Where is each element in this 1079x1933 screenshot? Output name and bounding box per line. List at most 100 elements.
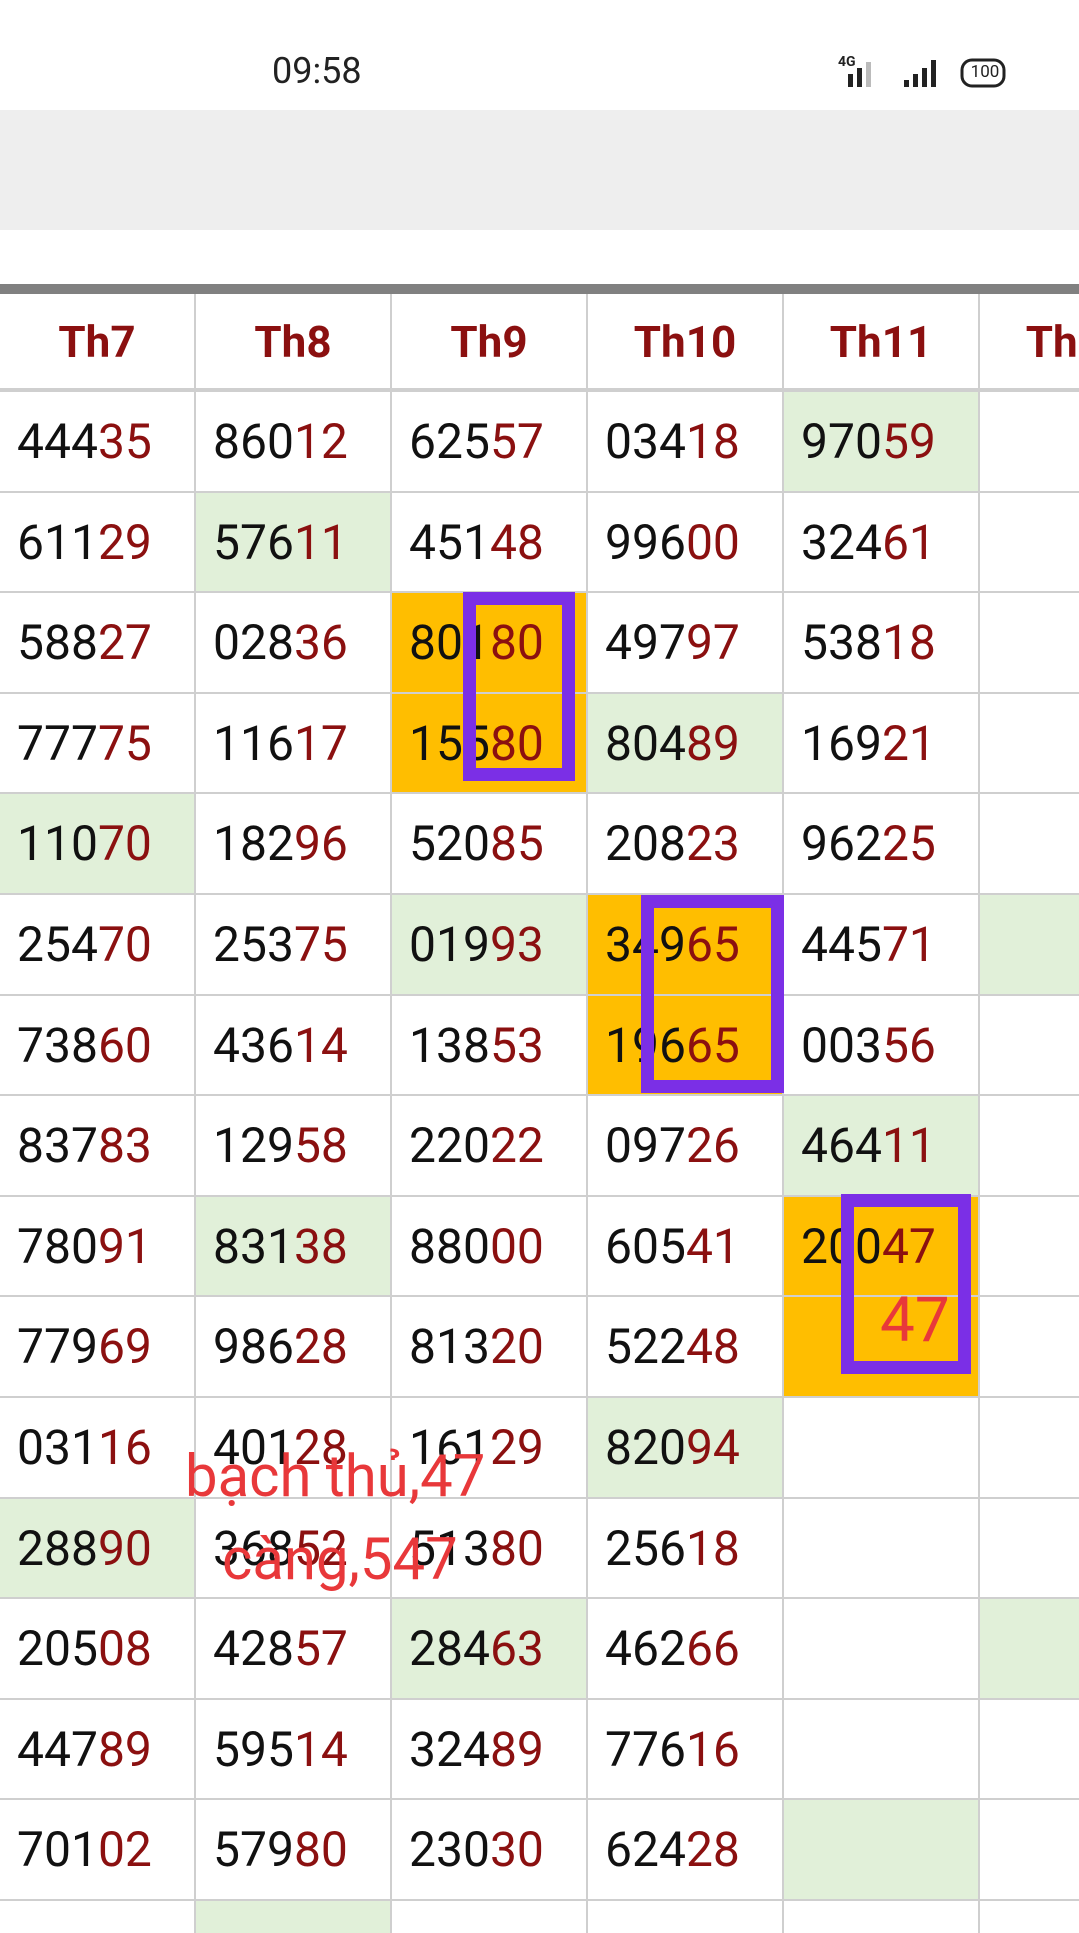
empty-cell xyxy=(980,794,1079,895)
number-cell: 82094 xyxy=(588,1398,784,1499)
column-header: Th8 xyxy=(196,294,392,392)
number-cell: 83138 xyxy=(196,1196,392,1298)
number-cell: 52085 xyxy=(392,794,588,895)
column-header: Th11 xyxy=(784,294,980,392)
number-cell: 51380 xyxy=(392,1498,588,1600)
empty-cell xyxy=(392,1901,588,1933)
number-cell: 03116 xyxy=(0,1398,196,1499)
number-cell: 78091 xyxy=(0,1196,196,1298)
number-cell: 40128 xyxy=(196,1398,392,1499)
number-cell: 73860 xyxy=(0,995,196,1097)
number-cell: 44571 xyxy=(784,895,980,996)
number-cell: 25618 xyxy=(588,1498,784,1600)
number-cell: 88000 xyxy=(392,1196,588,1298)
column-header: Th7 xyxy=(0,294,196,392)
number-cell: 15580 xyxy=(392,693,588,795)
number-cell: 22022 xyxy=(392,1096,588,1197)
number-cell: 46411 xyxy=(784,1096,980,1197)
number-cell: 03418 xyxy=(588,392,784,493)
number-cell: 77616 xyxy=(588,1699,784,1801)
empty-cell xyxy=(980,492,1079,594)
number-cell: 49797 xyxy=(588,593,784,694)
number-cell: 45148 xyxy=(392,492,588,594)
number-cell: 28890 xyxy=(0,1498,196,1600)
number-cell: 59514 xyxy=(196,1699,392,1801)
empty-cell xyxy=(980,1398,1079,1499)
number-cell: 36852 xyxy=(196,1498,392,1600)
network-type: 4G xyxy=(838,54,856,70)
number-cell: 11070 xyxy=(0,794,196,895)
empty-cell xyxy=(980,1096,1079,1197)
number-cell: 57980 xyxy=(196,1800,392,1901)
empty-cell xyxy=(784,1599,980,1700)
empty-cell xyxy=(980,1498,1079,1600)
number-cell: 00356 xyxy=(784,995,980,1097)
number-cell: 02836 xyxy=(196,593,392,694)
number-cell: 80489 xyxy=(588,693,784,795)
number-cell: 44789 xyxy=(0,1699,196,1801)
number-cell: 43614 xyxy=(196,995,392,1097)
number-cell: 97059 xyxy=(784,392,980,493)
column-header: Th9 xyxy=(392,294,588,392)
number-cell: 09726 xyxy=(588,1096,784,1197)
number-cell: 11617 xyxy=(196,693,392,795)
number-cell: 77969 xyxy=(0,1297,196,1398)
number-cell: 20508 xyxy=(0,1599,196,1700)
clock: 09:58 xyxy=(272,50,362,92)
annotation: càng,547 xyxy=(222,1526,458,1594)
empty-cell xyxy=(784,1800,980,1901)
empty-cell xyxy=(784,1498,980,1600)
empty-cell xyxy=(784,1699,980,1801)
empty-cell xyxy=(196,1901,392,1933)
number-cell: 77775 xyxy=(0,693,196,795)
empty-cell xyxy=(784,1398,980,1499)
highlight-box xyxy=(641,895,784,1093)
number-cell: 20823 xyxy=(588,794,784,895)
number-cell: 53818 xyxy=(784,593,980,694)
annotation: 47 xyxy=(880,1284,950,1357)
number-cell: 99600 xyxy=(588,492,784,594)
number-cell: 32489 xyxy=(392,1699,588,1801)
highlight-box xyxy=(463,592,575,781)
number-cell: 52248 xyxy=(588,1297,784,1398)
status-bar: 09:58 4G 100 xyxy=(0,0,1079,110)
number-cell: 80180 xyxy=(392,593,588,694)
number-cell: 81320 xyxy=(392,1297,588,1398)
number-cell: 28463 xyxy=(392,1599,588,1700)
number-cell: 25375 xyxy=(196,895,392,996)
number-cell: 19665 xyxy=(588,995,784,1097)
empty-cell xyxy=(980,895,1079,996)
number-cell: 61129 xyxy=(0,492,196,594)
annotation: bạch thủ,47 xyxy=(185,1443,486,1511)
number-cell: 13853 xyxy=(392,995,588,1097)
empty-cell xyxy=(980,392,1079,493)
column-header: Th10 xyxy=(588,294,784,392)
number-cell: 12958 xyxy=(196,1096,392,1197)
empty-cell xyxy=(980,1901,1079,1933)
number-cell: 32461 xyxy=(784,492,980,594)
number-cell: 25470 xyxy=(0,895,196,996)
status-icons xyxy=(848,58,1006,88)
number-cell: 16129 xyxy=(392,1398,588,1499)
number-cell: 57611 xyxy=(196,492,392,594)
number-cell: 01993 xyxy=(392,895,588,996)
number-cell: 70102 xyxy=(0,1800,196,1901)
number-cell: 86012 xyxy=(196,392,392,493)
number-cell: 23030 xyxy=(392,1800,588,1901)
empty-cell xyxy=(980,1196,1079,1298)
number-cell: 98628 xyxy=(196,1297,392,1398)
results-table: Th7Th8Th9Th10Th11Th12 4443586012625570341… xyxy=(0,294,1079,1933)
number-cell: 44435 xyxy=(0,392,196,493)
number-cell: 18296 xyxy=(196,794,392,895)
number-cell: 46266 xyxy=(588,1599,784,1700)
number-cell: 62428 xyxy=(588,1800,784,1901)
number-cell: 42857 xyxy=(196,1599,392,1700)
number-cell: 62557 xyxy=(392,392,588,493)
number-cell: 16921 xyxy=(784,693,980,795)
highlight-box xyxy=(841,1194,971,1374)
number-cell: 60541 xyxy=(588,1196,784,1298)
column-header: Th12 xyxy=(980,294,1079,392)
empty-cell xyxy=(980,1800,1079,1901)
empty-cell xyxy=(980,1699,1079,1801)
